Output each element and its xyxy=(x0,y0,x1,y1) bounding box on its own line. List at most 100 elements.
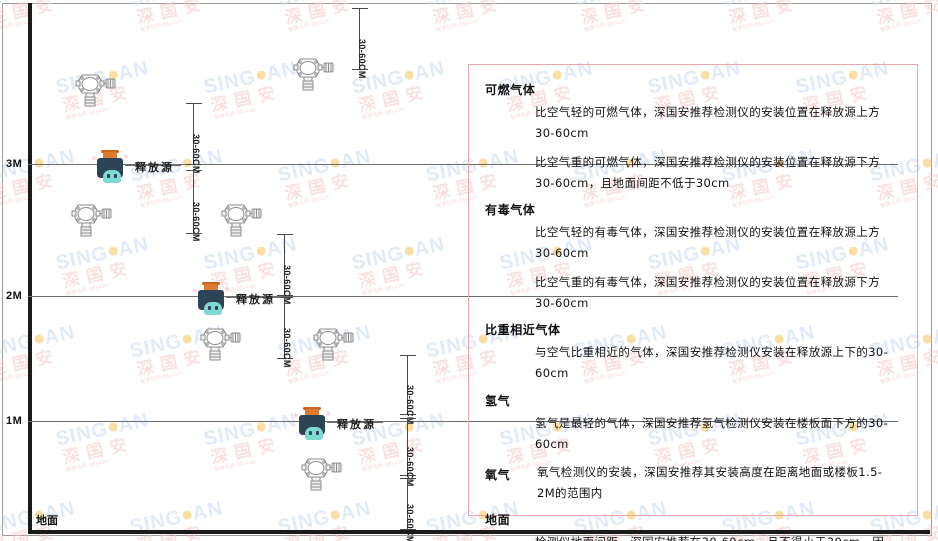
y-axis xyxy=(28,3,32,530)
source-body xyxy=(198,290,224,315)
watermark-dot-icon xyxy=(921,509,933,521)
dimension-cap-top xyxy=(400,355,416,356)
dimension-cap-bottom xyxy=(277,295,293,296)
spark-icon: ✳ xyxy=(192,288,198,295)
watermark-subtext: 智慧优质-881434 xyxy=(0,537,82,541)
watermark-dot-icon xyxy=(255,69,267,81)
dimension-cap-top xyxy=(277,297,293,298)
watermark-dot-icon xyxy=(181,333,193,345)
dimension-label: 30-60CM xyxy=(282,328,292,368)
dimension-marker: 30-60CM xyxy=(186,103,202,174)
watermark-dot-icon xyxy=(921,157,933,169)
guideline-section-body: 检测仪地面间距，深国安推荐在30-60cm，且不得小于30cm，因为过低容易水溅… xyxy=(535,532,903,541)
release-source-icon: ✳✳✳ xyxy=(192,282,230,315)
dimension-cap-bottom xyxy=(400,475,416,476)
watermark-subtext: 智慧优质-881434 xyxy=(0,18,34,33)
release-source-connector xyxy=(226,297,282,298)
release-source-label: 释放源 xyxy=(337,418,376,431)
watermark-dot-icon xyxy=(403,245,415,257)
guideline-section: 可燃气体 比空气轻的可燃气体，深国安推荐检测仪的安装位置在释放源上方30-60cm… xyxy=(483,81,903,194)
guideline-section-title: 氢气 xyxy=(485,393,511,408)
watermark-dot-icon xyxy=(33,333,45,345)
watermark-subtext: 智慧优质-881434 xyxy=(435,18,478,33)
dimension-line xyxy=(193,103,194,165)
release-source-label: 释放源 xyxy=(135,161,174,174)
guideline-section-body: 比空气轻的可燃气体，深国安推荐检测仪的安装位置在释放源上方30-60cm 比空气重… xyxy=(535,102,903,194)
source-body xyxy=(299,415,325,440)
watermark-subtext: 智慧优质-881434 xyxy=(879,18,922,33)
watermark-dot-icon xyxy=(403,69,415,81)
gas-detector-icon xyxy=(218,198,264,238)
watermark-brand-cn: 深国安 xyxy=(0,342,81,380)
watermark-subtext: 智慧优质-881434 xyxy=(213,106,256,121)
dimension-cap-top xyxy=(277,234,293,235)
watermark-brand-cn: 深国安 xyxy=(727,0,802,28)
dimension-label: 30-60CM xyxy=(191,134,201,174)
dimension-line xyxy=(407,418,408,476)
dimension-cap-bottom xyxy=(400,414,416,415)
watermark-brand-cn: 深国安 xyxy=(209,81,284,116)
watermark-brand-cn: 深国安 xyxy=(61,433,136,468)
dimension-marker: 30-60CM xyxy=(400,478,416,541)
source-cap-top xyxy=(202,282,220,285)
source-cap-top xyxy=(101,150,119,153)
watermark-subtext: 智慧优质-881434 xyxy=(140,537,230,541)
watermark-subtext: 智慧优质-881434 xyxy=(0,370,34,385)
dimension-marker: 30-60CM xyxy=(400,418,416,487)
source-glow xyxy=(305,427,323,440)
watermark-brand-cn: 深国安 xyxy=(0,430,7,468)
axis-tick-3m: 3M xyxy=(6,158,23,170)
watermark-subtext: 智慧优质-881434 xyxy=(0,97,8,121)
guideline-section: 地面检测仪地面间距，深国安推荐在30-60cm，且不得小于30cm，因为过低容易… xyxy=(483,511,903,541)
spark-icon: ✳ xyxy=(325,411,331,418)
watermark-subtext: 智慧优质-881434 xyxy=(65,282,108,297)
dimension-line xyxy=(284,297,285,359)
level-line xyxy=(28,296,898,297)
dimension-line xyxy=(359,8,360,70)
watermark-subtext: 智慧优质-881434 xyxy=(65,458,108,473)
gas-detector-icon xyxy=(290,52,336,92)
watermark-brand-cn: 深国安 xyxy=(431,0,506,28)
guideline-section-title: 有毒气体 xyxy=(485,203,536,218)
watermark-brand-cn: 深国安 xyxy=(579,0,654,28)
watermark-subtext: 智慧优质-881434 xyxy=(731,18,774,33)
guideline-section: 比重相近气体 与空气比重相近的气体，深国安推荐检测仪安装在释放源上下的30-60c… xyxy=(483,321,903,385)
release-source-connector xyxy=(327,422,383,423)
dimension-line xyxy=(284,234,285,296)
watermark-dot-icon xyxy=(107,421,119,433)
dimension-label: 30-60CM xyxy=(191,202,201,242)
level-line xyxy=(28,421,898,422)
guideline-paragraph: 比空气重的有毒气体，深国安推荐检测仪的安装位置在释放源下方30-60cm xyxy=(535,274,881,310)
watermark-subtext: 智慧优质-881434 xyxy=(139,18,182,33)
release-source-icon: ✳✳✳ xyxy=(293,407,331,440)
dimension-cap-bottom xyxy=(186,164,202,165)
guideline-section-body: 与空气比重相近的气体，深国安推荐检测仪安装在释放源上下的30-60cm xyxy=(535,342,903,385)
dimension-label: 30-60CM xyxy=(357,39,367,79)
watermark-dot-icon xyxy=(921,333,933,345)
dimension-cap-top xyxy=(400,418,416,419)
dimension-cap-bottom xyxy=(400,529,416,530)
watermark-brand-cn: 深国安 xyxy=(283,169,358,204)
source-glow xyxy=(204,302,222,315)
dimension-line xyxy=(193,170,194,234)
dimension-label: 30-60CM xyxy=(405,504,415,541)
watermark-dot-icon xyxy=(107,245,119,257)
source-body xyxy=(97,158,123,183)
